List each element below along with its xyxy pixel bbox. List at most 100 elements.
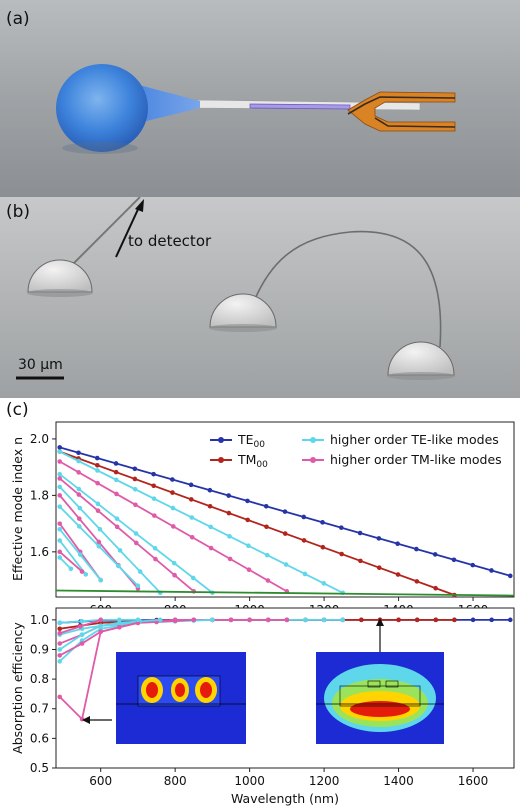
- data-point: [114, 477, 119, 483]
- series-line-TE-like: [59, 450, 344, 594]
- detector-arrow: [115, 204, 141, 258]
- data-point: [246, 543, 251, 549]
- data-point: [113, 469, 119, 475]
- data-point: [157, 617, 163, 623]
- x-tick-label: 1000: [234, 774, 265, 788]
- data-point: [301, 514, 307, 520]
- series-line-TE-like: [59, 486, 161, 594]
- legend-swatch-marker: [218, 457, 224, 463]
- x-tick-label: 800: [164, 774, 187, 788]
- data-point: [57, 484, 63, 490]
- data-point: [414, 617, 420, 623]
- data-point: [245, 498, 250, 504]
- y-tick-label: 1.0: [30, 613, 49, 627]
- data-point: [83, 572, 89, 577]
- data-point: [376, 536, 382, 541]
- data-point: [113, 461, 119, 466]
- data-point: [170, 524, 176, 529]
- data-point: [208, 545, 214, 551]
- data-point: [432, 552, 438, 557]
- legend-label: higher order TE-like modes: [330, 432, 499, 447]
- y-tick-label: 0.6: [30, 731, 49, 745]
- data-point: [303, 617, 308, 623]
- data-point: [340, 617, 346, 623]
- inset-higher-order-mode: [116, 652, 246, 744]
- data-point: [57, 659, 63, 664]
- data-point: [489, 617, 494, 623]
- data-point: [191, 617, 197, 623]
- data-point: [151, 496, 157, 501]
- data-point: [76, 470, 81, 475]
- data-point: [135, 617, 141, 623]
- data-point: [264, 524, 269, 530]
- data-point: [376, 565, 382, 571]
- data-point: [282, 509, 288, 514]
- data-point: [265, 578, 271, 583]
- data-point: [246, 567, 252, 573]
- data-point: [95, 468, 100, 473]
- bottom-chart-xlabel: Wavelength (nm): [231, 791, 339, 806]
- x-tick-label: 1200: [309, 774, 340, 788]
- data-point: [98, 577, 103, 583]
- data-point: [191, 575, 196, 581]
- inset-right-arrowhead: [376, 618, 384, 626]
- data-point: [57, 471, 63, 477]
- data-point: [489, 568, 494, 573]
- series-line-TE-like: [59, 539, 87, 575]
- data-point: [151, 483, 156, 489]
- data-point: [97, 526, 103, 532]
- y-tick-label: 1.8: [30, 488, 49, 502]
- data-point: [301, 538, 307, 543]
- x-tick-label: 1600: [458, 774, 489, 788]
- dome-coupler: [56, 64, 148, 152]
- data-point: [208, 524, 213, 530]
- data-point: [320, 520, 325, 525]
- data-point: [395, 572, 401, 577]
- data-point: [282, 531, 288, 536]
- data-point: [57, 549, 63, 555]
- y-tick-label: 1.6: [30, 545, 49, 559]
- dome-middle: [209, 293, 277, 332]
- data-point: [153, 556, 158, 562]
- data-point: [57, 653, 63, 658]
- panel-c-charts: (c) Effective mode index n 600 800 1000 120…: [0, 398, 520, 806]
- data-point: [283, 562, 289, 567]
- data-point: [76, 486, 82, 492]
- data-point: [507, 617, 513, 623]
- top-chart-ylabel: Effective mode index n: [10, 437, 25, 581]
- data-point: [98, 623, 103, 629]
- data-point: [96, 539, 102, 545]
- fiber-loop: [244, 230, 442, 348]
- data-point: [433, 617, 439, 623]
- data-point: [359, 617, 364, 623]
- dome-left: [27, 259, 93, 297]
- data-point: [133, 502, 138, 508]
- data-point: [170, 477, 175, 482]
- data-point: [452, 617, 457, 623]
- data-point: [135, 583, 141, 589]
- data-point: [284, 617, 290, 623]
- data-point: [57, 538, 63, 543]
- data-point: [247, 617, 252, 623]
- data-point: [57, 626, 63, 632]
- data-point: [188, 482, 194, 488]
- data-point: [77, 505, 83, 511]
- data-point: [77, 552, 83, 557]
- series-line-TM00: [59, 450, 455, 596]
- data-point: [79, 619, 85, 624]
- data-point: [116, 563, 121, 569]
- y-tick-label: 0.9: [30, 642, 49, 656]
- data-point: [210, 617, 215, 623]
- data-point: [77, 624, 83, 629]
- data-point: [57, 641, 63, 646]
- panel-a-device-render: (a): [0, 0, 520, 197]
- data-point: [228, 617, 234, 623]
- data-point: [189, 534, 195, 540]
- data-point: [68, 566, 74, 572]
- data-point: [414, 546, 419, 552]
- data-point: [321, 581, 327, 586]
- panel-b-image: to detector 30 µm (b): [0, 196, 520, 398]
- data-point: [95, 508, 101, 514]
- data-point: [357, 530, 363, 536]
- legend-subscript: 00: [256, 460, 268, 470]
